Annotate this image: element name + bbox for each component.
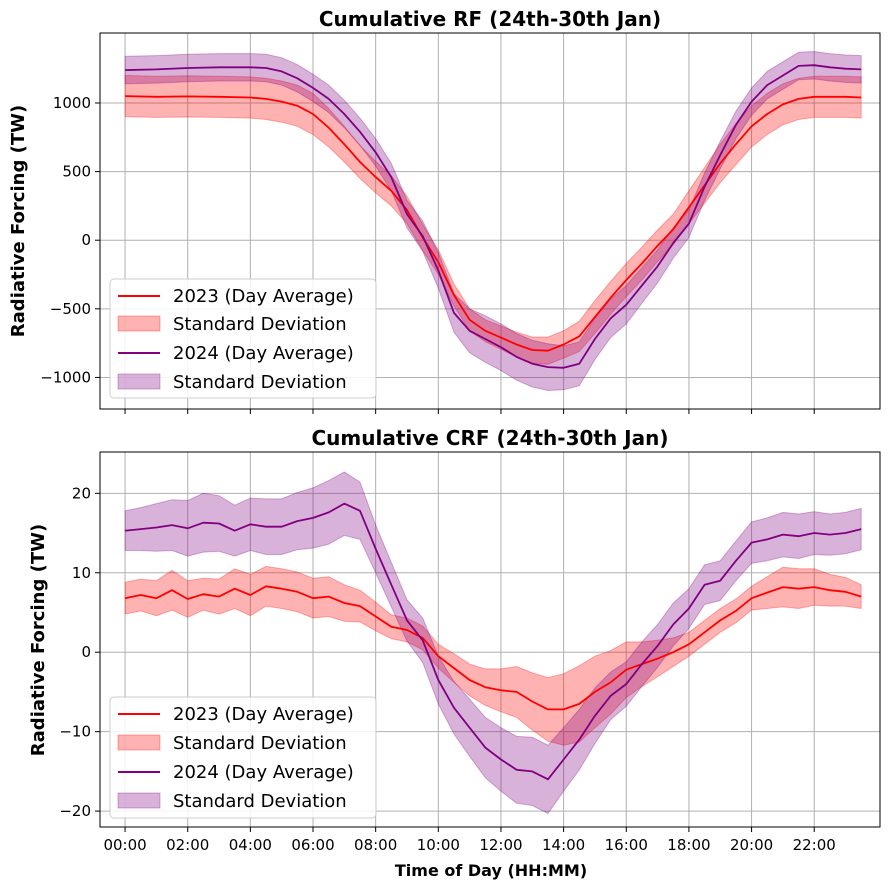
crf-mean-line-2024 — [125, 502, 862, 781]
crf-x-tick-label: 22:00 — [793, 836, 836, 854]
crf-legend-box — [109, 696, 377, 819]
rf-y-tick-label: 500 — [62, 163, 91, 181]
crf-x-tick-label: 10:00 — [417, 836, 460, 854]
rf-mean-line-2023 — [125, 95, 862, 352]
crf-y-tick-label: 0 — [81, 643, 91, 661]
crf-plot-frame — [99, 451, 881, 828]
crf-y-tick-label: −20 — [59, 802, 91, 820]
rf-legend-box — [109, 278, 377, 399]
crf-mean-line-2023 — [124, 585, 862, 711]
rf-legend-2024-label: 2024 (Day Average) — [173, 343, 354, 364]
crf-x-tick-label: 08:00 — [354, 836, 397, 854]
crf-legend: 2023 (Day Average) Standard Deviation 20… — [109, 696, 377, 819]
crf-chart-title: Cumulative CRF (24th-30th Jan) — [311, 426, 668, 450]
crf-x-tick-label: 18:00 — [667, 836, 710, 854]
rf-y-tick-label: −1000 — [40, 368, 91, 386]
crf-y-tick-label: 20 — [72, 484, 91, 502]
rf-y-tick-label: 0 — [81, 231, 91, 249]
crf-y-tick-label: 10 — [72, 564, 91, 582]
crf-legend-2023-band-swatch — [117, 734, 161, 751]
crf-chart-panel: 00:00 02:00 04:00 06:00 08:00 10:00 12:00 14:00… — [28, 426, 881, 880]
crf-y-axis-label: Radiative Forcing (TW) — [28, 524, 49, 756]
crf-legend-2024-label: 2024 (Day Average) — [173, 762, 354, 783]
crf-x-tick-label: 16:00 — [605, 836, 648, 854]
rf-legend-2023-std-label: Standard Deviation — [173, 314, 347, 335]
rf-std-band-2024 — [124, 50, 862, 392]
crf-legend-2023-std-label: Standard Deviation — [173, 733, 347, 754]
rf-y-tick-label: −500 — [50, 300, 91, 318]
rf-legend: 2023 (Day Average) Standard Deviation 20… — [109, 278, 377, 399]
crf-x-axis-label: Time of Day (HH:MM) — [395, 861, 587, 880]
rf-legend-2024-band-swatch — [117, 373, 161, 390]
crf-x-tick-label: 04:00 — [229, 836, 272, 854]
crf-std-band-2023 — [124, 565, 862, 746]
rf-legend-2023-band-swatch — [117, 315, 161, 332]
rf-y-tick-label: 1000 — [53, 94, 91, 112]
rf-chart-panel: −1000 −500 0 500 1000 Cumulative RF (24th-30… — [8, 7, 881, 414]
crf-legend-2024-band-swatch — [117, 792, 161, 809]
crf-y-tick-label: −10 — [59, 723, 91, 741]
crf-x-tick-label: 06:00 — [291, 836, 334, 854]
rf-mean-line-2024 — [125, 64, 862, 369]
crf-std-band-2024 — [124, 471, 862, 815]
rf-plot-frame — [99, 32, 881, 410]
rf-legend-2024-std-label: Standard Deviation — [173, 372, 347, 393]
rf-chart-title: Cumulative RF (24th-30th Jan) — [319, 7, 661, 31]
rf-std-band-2023 — [124, 74, 862, 365]
crf-x-tick-label: 20:00 — [730, 836, 773, 854]
crf-x-tick-label: 02:00 — [166, 836, 209, 854]
rf-legend-2023-label: 2023 (Day Average) — [173, 286, 354, 307]
crf-x-tick-label: 14:00 — [542, 836, 585, 854]
rf-y-axis-label: Radiative Forcing (TW) — [8, 105, 29, 337]
crf-x-tick-label: 12:00 — [479, 836, 522, 854]
crf-legend-2023-label: 2023 (Day Average) — [173, 704, 354, 725]
crf-x-tick-label: 00:00 — [103, 836, 146, 854]
crf-legend-2024-std-label: Standard Deviation — [173, 791, 347, 812]
